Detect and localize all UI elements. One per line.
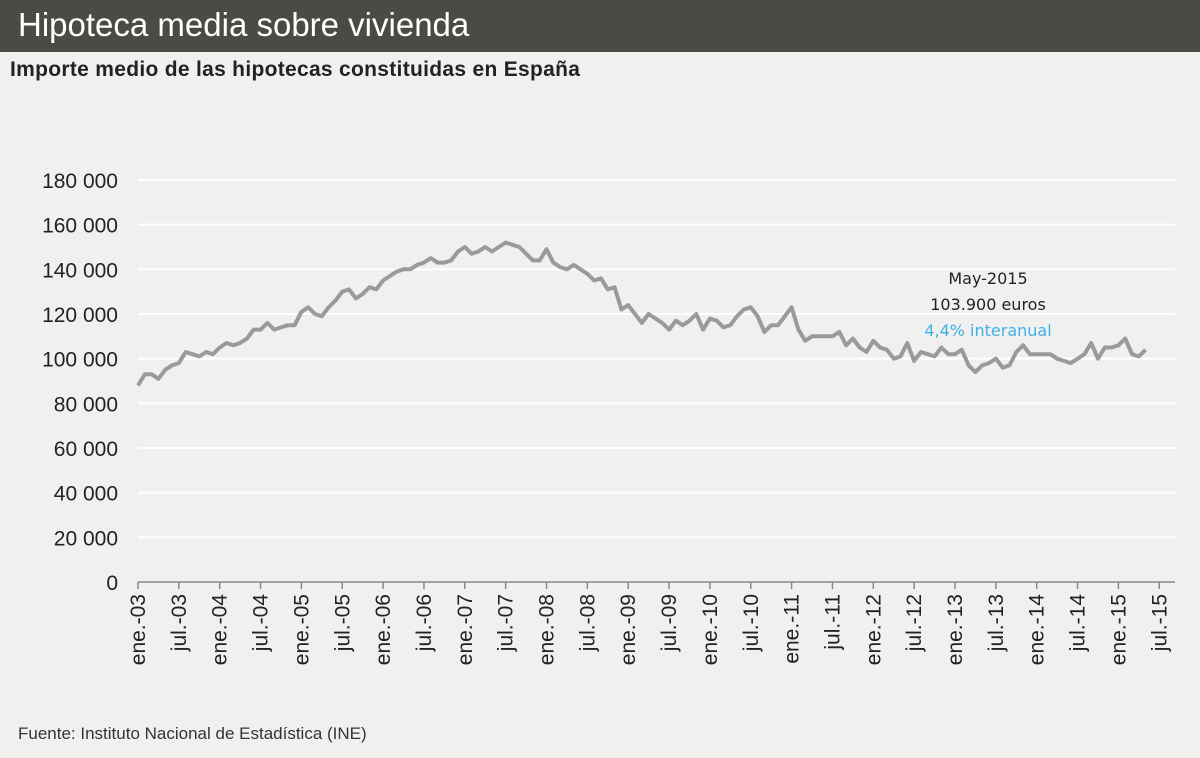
x-tick-label: ene.-10 bbox=[699, 594, 722, 665]
x-tick-label: jul.-12 bbox=[903, 594, 926, 652]
y-tick-label: 140 000 bbox=[42, 259, 118, 282]
annotation-change: 4,4% interanual bbox=[924, 321, 1051, 340]
y-tick-label: 60 000 bbox=[54, 438, 118, 461]
gridlines bbox=[138, 179, 1175, 539]
x-tick-label: jul.-04 bbox=[250, 594, 273, 653]
annotation-date: May-2015 bbox=[948, 269, 1027, 288]
x-tick-label: jul.-10 bbox=[740, 594, 763, 652]
y-tick-label: 80 000 bbox=[54, 393, 118, 416]
x-tick-label: jul.-11 bbox=[821, 594, 844, 651]
y-tick-label: 0 bbox=[106, 572, 118, 595]
header-bar: Hipoteca media sobre vivienda bbox=[0, 0, 1200, 52]
x-tick-label: jul.-08 bbox=[576, 594, 599, 652]
x-tick-label: ene.-14 bbox=[1026, 594, 1049, 666]
x-tick-label: jul.-13 bbox=[985, 594, 1008, 652]
x-tick-label: ene.-13 bbox=[944, 594, 967, 665]
y-axis-ticks: 0 20 000 40 000 60 000 80 000 100 000 120 000 1… bbox=[42, 170, 118, 595]
x-tick-label: jul.-05 bbox=[331, 594, 354, 652]
y-tick-label: 100 000 bbox=[42, 349, 118, 372]
x-tick-label: jul.-15 bbox=[1148, 594, 1171, 652]
x-tick-label: ene.-03 bbox=[127, 594, 150, 665]
y-tick-label: 40 000 bbox=[54, 483, 118, 506]
x-tick-label: ene.-08 bbox=[536, 594, 559, 665]
x-tick-label: ene.-07 bbox=[454, 594, 477, 665]
annotation-value: 103.900 euros bbox=[930, 295, 1046, 314]
x-tick-label: ene.-05 bbox=[290, 594, 313, 665]
y-tick-label: 160 000 bbox=[42, 215, 118, 238]
x-tick-label: ene.-06 bbox=[372, 594, 395, 665]
chart-title: Importe medio de las hipotecas constitui… bbox=[10, 58, 581, 81]
x-tick-label: jul.-06 bbox=[413, 594, 436, 652]
x-tick-label: jul.-14 bbox=[1067, 594, 1090, 653]
x-tick-label: ene.-12 bbox=[862, 594, 885, 665]
y-tick-label: 180 000 bbox=[42, 170, 118, 193]
page-title: Hipoteca media sobre vivienda bbox=[18, 6, 470, 43]
x-tick-label: ene.-15 bbox=[1107, 594, 1130, 665]
x-tick-label: ene.-04 bbox=[209, 594, 232, 666]
x-axis-ticks: ene.-03 jul.-03 ene.-04 jul.-04 ene.-05 jul.-… bbox=[127, 581, 1175, 666]
x-tick-label: ene.-11 bbox=[781, 594, 804, 664]
x-tick-label: jul.-03 bbox=[168, 594, 191, 652]
source-note: Fuente: Instituto Nacional de Estadístic… bbox=[18, 724, 367, 743]
y-tick-label: 120 000 bbox=[42, 304, 118, 327]
x-tick-label: ene.-09 bbox=[617, 594, 640, 665]
x-tick-label: jul.-09 bbox=[658, 594, 681, 652]
x-tick-label: jul.-07 bbox=[495, 594, 518, 652]
series-line bbox=[136, 240, 1148, 387]
y-tick-label: 20 000 bbox=[54, 527, 118, 550]
